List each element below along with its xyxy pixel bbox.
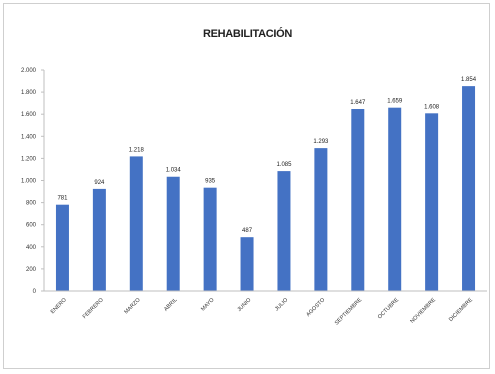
y-tick-label: 400	[26, 245, 37, 251]
data-label: 1.085	[276, 162, 292, 168]
y-tick-label: 1.200	[21, 156, 37, 162]
x-tick-label: OCTUBRE	[377, 297, 400, 320]
x-axis: ENERO FEBRERO MARZO ABRIL MAYO JUNIO JULIO AGOS…	[44, 290, 487, 327]
bar	[240, 237, 254, 291]
data-label: 1.854	[461, 77, 477, 83]
x-tick-label: SEPTIEMBRE	[334, 297, 364, 327]
x-tick-label: JUNIO	[237, 297, 253, 313]
data-label: 1.293	[313, 139, 329, 145]
data-label: 1.218	[129, 147, 145, 153]
bar	[129, 156, 143, 291]
data-label: 1.659	[387, 99, 403, 105]
x-tick-label: FEBRERO	[82, 297, 106, 321]
bar	[277, 171, 291, 291]
data-label: 487	[242, 228, 253, 234]
bar	[203, 187, 217, 291]
data-label: 1.647	[350, 100, 366, 106]
y-tick-label: 1.400	[21, 134, 37, 140]
x-tick-label: MAYO	[200, 297, 216, 313]
x-tick-label: ENERO	[50, 297, 69, 316]
data-label: 781	[57, 196, 68, 202]
y-tick-label: 200	[26, 267, 37, 273]
data-label: 1.034	[166, 168, 182, 174]
x-tick-label: AGOSTO	[305, 297, 326, 318]
bar	[55, 204, 69, 291]
chart-title: REHABILITACIÓN	[202, 28, 293, 40]
y-tick-label: 800	[26, 201, 37, 207]
data-label: 935	[205, 179, 216, 185]
data-label: 924	[94, 180, 105, 186]
bar	[166, 176, 180, 291]
bar	[314, 148, 328, 291]
y-tick-label: 600	[26, 223, 37, 229]
bar	[425, 113, 439, 291]
bars	[55, 86, 476, 292]
chart-frame	[3, 3, 490, 369]
y-tick-label: 1.600	[21, 112, 37, 118]
x-tick-label: ABRIL	[163, 297, 178, 312]
y-tick-label: 0	[33, 289, 37, 295]
bar	[351, 109, 365, 291]
y-tick-label: 2.000	[21, 68, 37, 74]
data-labels: 781 924 1.218 1.034 935 487 1.085 1.293 1.647 1.6…	[57, 77, 476, 234]
bar	[388, 107, 402, 291]
y-tick-label: 1.800	[21, 90, 37, 96]
x-tick-label: DICIEMBRE	[448, 297, 474, 323]
data-label: 1.608	[424, 104, 440, 110]
x-tick-label: NOVIEMBRE	[409, 297, 437, 325]
x-tick-label: JULIO	[274, 297, 290, 313]
x-tick-label: MARZO	[123, 297, 142, 316]
bar	[462, 86, 476, 292]
y-axis: 0 200 400 600 800 1.000 1.200 1.400 1.600 1.800 2.…	[21, 68, 45, 295]
bar	[92, 188, 106, 291]
y-tick-label: 1.000	[21, 179, 37, 185]
